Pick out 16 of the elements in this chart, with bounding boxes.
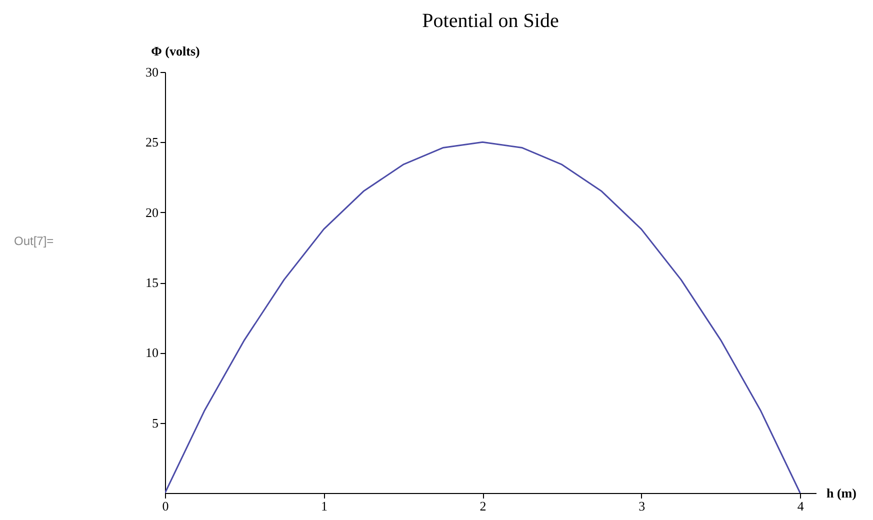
y-axis-title: Φ (volts) [151,44,200,58]
x-tick-label: 0 [162,498,169,514]
x-axis-title: h (m) [826,486,856,500]
y-tick-label: 30 [146,64,158,80]
y-tick-label: 15 [146,275,158,290]
chart-title: Potential on Side [422,10,559,32]
x-tick-label: 3 [638,498,646,514]
y-tick-label: 25 [146,134,158,150]
x-tick-label: 1 [321,498,328,514]
line-series [165,141,801,493]
x-tick-label: 2 [480,498,486,514]
y-tick-label: 10 [146,345,158,360]
x-tick-label: 4 [797,498,804,514]
text: Out[7]= [14,234,54,248]
y-tick-label: 5 [152,415,158,430]
y-tick-label: 20 [146,204,158,220]
